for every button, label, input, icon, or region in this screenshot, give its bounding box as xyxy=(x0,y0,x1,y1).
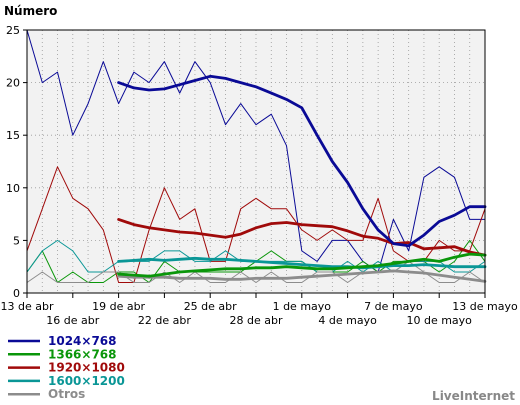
y-tick-label: 15 xyxy=(6,129,20,142)
credit-label: LiveInternet xyxy=(432,389,515,403)
x-tick-label: 19 de abr xyxy=(92,300,145,313)
y-axis-ticks: 0 5 10 15 20 25 xyxy=(6,24,27,300)
x-tick-label: 1 de mayo xyxy=(273,300,332,313)
x-tick-label: 4 de mayo xyxy=(318,314,377,327)
series-average-line xyxy=(117,252,487,278)
legend-label: 1600×1200 xyxy=(48,374,125,388)
x-tick-label: 7 de mayo xyxy=(364,300,423,313)
series-average-line xyxy=(117,256,487,270)
series-average-line xyxy=(117,74,487,248)
y-tick-label: 5 xyxy=(13,234,20,247)
x-tick-label: 22 de abr xyxy=(138,314,191,327)
x-tick-label: 25 de abr xyxy=(184,300,237,313)
x-tick-label: 13 de mayo xyxy=(452,300,518,313)
legend-label: 1366×768 xyxy=(48,347,117,361)
x-tick-label: 10 de mayo xyxy=(406,314,472,327)
plot-area xyxy=(27,30,485,293)
series-daily-line xyxy=(26,29,485,273)
x-tick-label: 28 de abr xyxy=(230,314,283,327)
average-series xyxy=(117,74,487,283)
series-average-line xyxy=(117,217,487,257)
legend-label: 1024×768 xyxy=(48,334,117,348)
y-tick-label: 20 xyxy=(6,77,20,90)
x-tick-label: 13 de abr xyxy=(1,300,54,313)
legend-label: Otros xyxy=(48,387,85,401)
y-axis-title: Número xyxy=(4,4,57,18)
series-average-line xyxy=(117,269,487,283)
x-tick-label: 16 de abr xyxy=(46,314,99,327)
x-axis-ticks: 13 de abr 19 de abr 25 de abr 1 de mayo 7 de… xyxy=(1,293,518,327)
y-tick-label: 0 xyxy=(13,287,20,300)
y-tick-label: 10 xyxy=(6,182,20,195)
legend-label: 1920×1080 xyxy=(48,361,125,375)
y-tick-label: 25 xyxy=(6,24,20,37)
